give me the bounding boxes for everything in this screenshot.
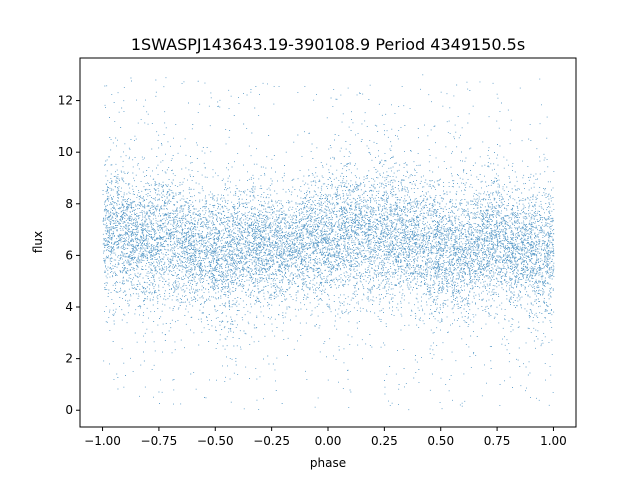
x-tick-label: −0.50 xyxy=(197,434,234,448)
y-tick-label: 6 xyxy=(65,248,73,262)
x-tick-label: 0.50 xyxy=(427,434,454,448)
data-points xyxy=(102,74,555,411)
y-axis-ticks: 0 2 4 6 8 10 12 xyxy=(58,94,80,417)
chart-title: 1SWASPJ143643.19-390108.9 Period 4349150… xyxy=(131,35,525,54)
x-tick-label: 1.00 xyxy=(540,434,567,448)
x-tick-label: −1.00 xyxy=(84,434,121,448)
x-tick-label: −0.75 xyxy=(141,434,178,448)
y-axis-label: flux xyxy=(31,231,45,253)
x-tick-label: −0.25 xyxy=(253,434,290,448)
x-tick-label: 0.25 xyxy=(371,434,398,448)
y-tick-label: 0 xyxy=(65,403,73,417)
y-tick-label: 8 xyxy=(65,197,73,211)
x-axis-label: phase xyxy=(310,456,346,470)
scatter-points xyxy=(102,74,555,411)
y-tick-label: 10 xyxy=(58,145,73,159)
x-tick-label: 0.00 xyxy=(315,434,342,448)
x-tick-label: 0.75 xyxy=(484,434,511,448)
y-tick-label: 12 xyxy=(58,94,73,108)
x-axis-ticks: −1.00 −0.75 −0.50 −0.25 0.00 0.25 0.50 0.75 1.00 xyxy=(84,427,567,448)
y-tick-label: 4 xyxy=(65,300,73,314)
y-tick-label: 2 xyxy=(65,352,73,366)
